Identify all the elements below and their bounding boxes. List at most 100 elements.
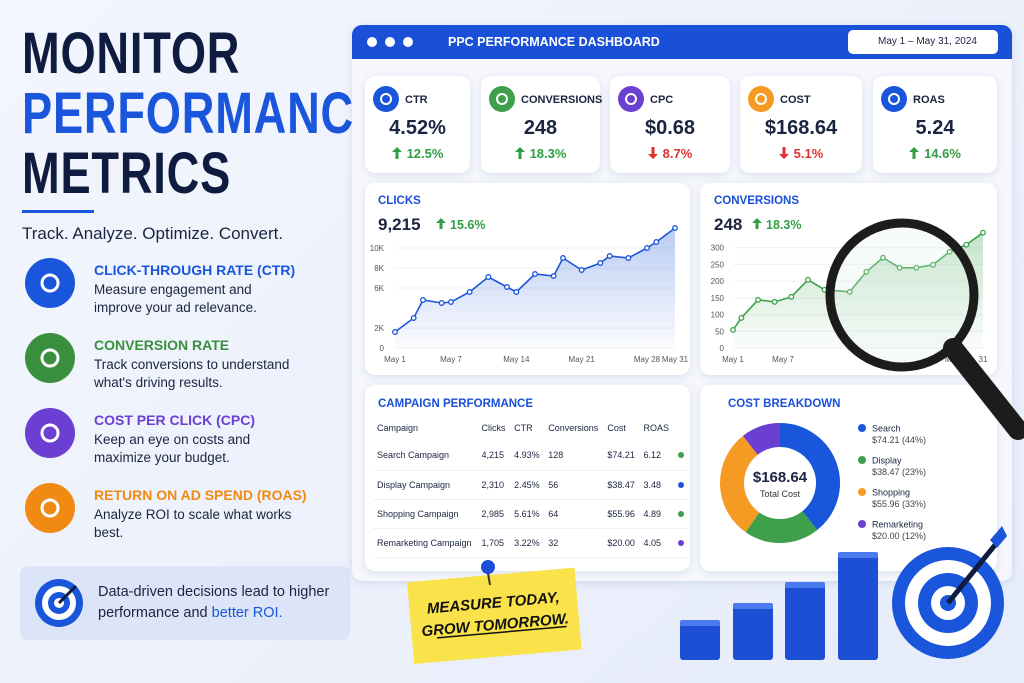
- table-row: Display Campaign 2,310 2.45% 56 $38.47 3.48: [373, 470, 688, 500]
- y-tick-label: 0: [720, 344, 725, 353]
- callout-body: Data-driven decisions lead to higher per…: [98, 584, 330, 621]
- note-underline: [436, 625, 567, 639]
- chart-title: COST BREAKDOWN: [728, 398, 840, 410]
- table-row: Remarketing Campaign 1,705 3.22% 32 $20.00 4.…: [373, 528, 688, 558]
- x-tick-label: May 1: [722, 355, 744, 364]
- kpi-arrow: [391, 147, 402, 159]
- x-tick-label: May 1: [384, 355, 406, 364]
- deco-bar-top: [785, 582, 825, 588]
- dashboard-title: PPC PERFORMANCE DASHBOARD: [448, 35, 660, 49]
- center-value: $168.64: [753, 469, 808, 486]
- y-tick-label: 0: [380, 344, 385, 353]
- kpi-icon: [748, 86, 774, 112]
- legend-marker: [858, 488, 866, 496]
- table-cell: 1,705: [477, 528, 511, 558]
- feature-icon: [25, 333, 75, 383]
- kpi-label: CTR: [405, 94, 428, 106]
- y-tick-label: 150: [711, 294, 725, 303]
- y-tick-label: 100: [711, 311, 725, 320]
- callout: Data-driven decisions lead to higher per…: [20, 566, 350, 640]
- y-tick-label: 200: [711, 277, 725, 286]
- legend-marker: [858, 520, 866, 528]
- table-cell: $20.00: [603, 528, 640, 558]
- table-cell: 56: [544, 470, 604, 500]
- line: [732, 232, 984, 331]
- chart-title: CONVERSIONS: [714, 195, 799, 207]
- status-cell: [673, 499, 688, 529]
- table-cell: 5.61%: [510, 499, 545, 529]
- target-icon: [35, 579, 83, 627]
- kpi-arrow: [514, 147, 525, 159]
- pin-needle: [487, 572, 491, 586]
- area: [733, 232, 983, 348]
- point: [410, 315, 417, 321]
- column-header: CTR: [514, 423, 533, 433]
- table-cell: Shopping Campaign: [373, 499, 478, 529]
- x-tick-label: 31: [979, 355, 988, 364]
- magnifier-lens: [825, 218, 979, 372]
- point: [846, 288, 853, 295]
- table-header: Campaign Clicks CTR Conversions Cost ROAS: [373, 415, 688, 441]
- kpi-arrow: [909, 147, 920, 159]
- y-tick-label: 10K: [370, 244, 385, 253]
- y-tick-label: 8K: [374, 264, 384, 273]
- column-header: Campaign: [377, 423, 419, 433]
- feature-text: Analyze ROI to scale what works best.: [94, 507, 292, 540]
- cost-card: [700, 385, 997, 571]
- legend-label: Remarketing: [872, 520, 923, 530]
- center-label: Total Cost: [760, 489, 801, 499]
- chart-change: 18.3%: [766, 218, 801, 232]
- feature-title: COST PER CLICK (CPC): [94, 412, 255, 428]
- sticky-note: MEASURE TODAY,GROW TOMORROW.: [407, 567, 582, 664]
- column-header: Conversions: [548, 423, 599, 433]
- change-arrow: [436, 218, 446, 229]
- point: [448, 299, 454, 305]
- kpi-card: CONVERSIONS 248 18.3%: [481, 76, 603, 173]
- value-label: $20.00 (12%): [872, 531, 926, 541]
- date-picker[interactable]: May 1 – May 31, 2024: [848, 30, 998, 54]
- divider: [22, 210, 94, 213]
- kpi-change: 12.5%: [406, 146, 444, 161]
- kpi-icon: [373, 86, 399, 112]
- kpi-label: CPC: [650, 94, 674, 106]
- table-cell: 4.05: [639, 528, 674, 558]
- column-header: Cost: [607, 423, 626, 433]
- status-dot: [677, 452, 684, 459]
- deco-bar: [680, 620, 720, 660]
- status-cell: [673, 441, 688, 471]
- kpi-card: CTR 4.52% 12.5%: [365, 76, 470, 173]
- y-tick-label: 300: [711, 244, 725, 253]
- donut-slice: [742, 423, 781, 456]
- table-row: Shopping Campaign 2,985 5.61% 64 $55.96 4.89: [373, 499, 688, 529]
- deco-bar-top: [680, 620, 720, 626]
- table-cell: 3.22%: [510, 528, 545, 558]
- point: [578, 267, 585, 273]
- point: [644, 245, 650, 251]
- point: [438, 300, 445, 306]
- donut-slice: [779, 423, 840, 531]
- value-label: $38.47 (23%): [872, 467, 926, 477]
- point: [730, 326, 736, 333]
- pin: [481, 560, 495, 574]
- feature-title: CONVERSION RATE: [94, 337, 230, 353]
- y-tick-label: 6K: [374, 284, 384, 293]
- table-cell: 2,985: [477, 499, 511, 529]
- change-arrow: [752, 218, 762, 229]
- kpi-icon: [881, 86, 907, 112]
- point: [560, 255, 566, 261]
- point: [532, 271, 538, 277]
- legend-label: Shopping: [872, 488, 910, 498]
- kpi-change-row: 12.5%: [365, 146, 470, 161]
- kpi-label: CONVERSIONS: [521, 94, 603, 106]
- callout-highlight: better ROI.: [211, 605, 283, 621]
- chart-change: 15.6%: [450, 218, 485, 232]
- point: [466, 289, 473, 295]
- kpi-value: 248: [523, 117, 558, 139]
- table-cell: 2.45%: [510, 470, 545, 500]
- kpi-change-row: 14.6%: [873, 146, 997, 161]
- table-cell: 3.48: [639, 470, 674, 500]
- point: [672, 225, 678, 231]
- deco-bar: [838, 552, 878, 660]
- point: [788, 293, 795, 300]
